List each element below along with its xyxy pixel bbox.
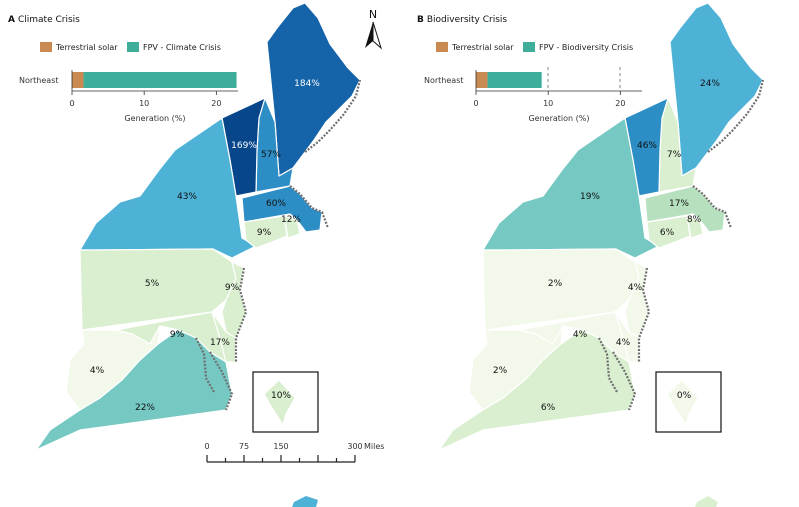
legend-b-solar-label: Terrestrial solar — [451, 43, 514, 52]
map-b: 24% 7% 46% 19% 17% 6% 8% 2% 4% 4% 4% 2% 6% — [438, 2, 765, 451]
coastline-4 — [598, 337, 618, 393]
bar-chart-a: Northeast 0 10 20 Generation (%) — [19, 70, 238, 123]
coastline-1 — [289, 185, 330, 229]
state-ri — [686, 215, 704, 239]
state-label-vt: 46% — [637, 141, 657, 151]
panel-b-title: B Biodiversity Crisis — [417, 15, 507, 25]
bar-a-fpv — [83, 72, 237, 88]
coastline-2 — [234, 267, 248, 362]
legend-a-fpv-swatch — [127, 42, 139, 52]
north-arrow-left — [365, 22, 373, 48]
state-label-me: 184% — [294, 79, 320, 89]
bar-a-region-label: Northeast — [19, 76, 59, 85]
inset-a-dc — [263, 379, 296, 426]
barA-tick-label-2: 20 — [211, 99, 221, 108]
state-va — [438, 329, 636, 451]
panel-a: A Climate Crisis Terrestrial solar FPV - … — [8, 2, 384, 507]
barA-tick-label-0: 0 — [69, 99, 74, 108]
state-label-de: 17% — [210, 338, 230, 348]
state-label-de: 4% — [616, 338, 631, 348]
north-arrow-letter: N — [369, 8, 377, 21]
legend-a-fpv-label: FPV - Climate Crisis — [143, 43, 221, 52]
state-label-nh: 7% — [667, 150, 682, 160]
state-label-ri: 12% — [281, 215, 301, 225]
coastline-3 — [209, 351, 234, 411]
state-va — [35, 329, 233, 451]
inset-b-value: 0% — [677, 391, 692, 401]
scale-tick-75: 75 — [239, 442, 249, 451]
state-ny — [79, 117, 257, 259]
state-label-ct: 9% — [257, 228, 272, 238]
state-ny — [482, 117, 660, 259]
barB-tick-label-2: 20 — [615, 99, 625, 108]
panel-b: B Biodiversity Crisis Terrestrial solar F… — [417, 2, 765, 507]
coastline-3 — [612, 351, 637, 411]
map-a-bottom-fragment — [292, 496, 318, 507]
state-label-ri: 8% — [687, 215, 702, 225]
state-label-ny: 43% — [177, 192, 197, 202]
bar-b-fpv — [487, 72, 542, 88]
state-label-ma: 60% — [266, 199, 286, 209]
state-label-md: 4% — [573, 330, 588, 340]
north-arrow-right — [372, 21, 382, 50]
state-ri — [283, 215, 301, 239]
bar-b-axis-label: Generation (%) — [528, 114, 589, 123]
state-label-va: 22% — [135, 403, 155, 413]
state-label-md: 9% — [170, 330, 185, 340]
coastline-4 — [195, 337, 215, 393]
north-arrow: N — [365, 8, 382, 50]
inset-a-value: 10% — [271, 391, 291, 401]
state-label-pa: 5% — [145, 279, 160, 289]
state-label-ma: 17% — [669, 199, 689, 209]
bar-b-region-label: Northeast — [424, 76, 464, 85]
state-label-wv: 4% — [90, 366, 105, 376]
barB-tick-label-0: 0 — [473, 99, 478, 108]
state-label-va: 6% — [541, 403, 556, 413]
legend-a-solar-label: Terrestrial solar — [55, 43, 118, 52]
panel-a-title: A Climate Crisis — [8, 15, 80, 25]
state-me — [669, 2, 764, 177]
barA-tick-label-1: 10 — [139, 99, 149, 108]
scale-tick-300: 300 — [347, 442, 362, 451]
scale-tick-0: 0 — [204, 442, 209, 451]
bar-b-terrestrial — [476, 72, 488, 88]
bar-a-terrestrial — [72, 72, 84, 88]
state-label-pa: 2% — [548, 279, 563, 289]
legend-a-solar-swatch — [40, 42, 52, 52]
coastline-2 — [637, 267, 651, 362]
state-label-vt: 169% — [231, 141, 257, 151]
bar-chart-b: Northeast 0 10 20 Generation (%) — [424, 67, 642, 123]
state-label-nj: 9% — [225, 283, 240, 293]
barB-tick-label-1: 10 — [543, 99, 553, 108]
state-label-nh: 57% — [261, 150, 281, 160]
legend-b-fpv-label: FPV - Biodiversity Crisis — [539, 43, 633, 52]
map-a: 184% 57% 169% 43% 60% 9% 12% 5% 9% 17% 9% 4% 22% — [35, 2, 362, 451]
bar-a-axis-label: Generation (%) — [124, 114, 185, 123]
map-b-bottom-fragment — [695, 496, 718, 507]
state-label-ny: 19% — [580, 192, 600, 202]
scale-tick-150: 150 — [273, 442, 288, 451]
coastline-1 — [692, 185, 733, 229]
state-label-me: 24% — [700, 79, 720, 89]
state-label-wv: 2% — [493, 366, 508, 376]
legend-b-solar-swatch — [436, 42, 448, 52]
scale-bar: 0 75 150 300 Miles — [204, 442, 384, 463]
legend-b-fpv-swatch — [523, 42, 535, 52]
state-label-nj: 4% — [628, 283, 643, 293]
inset-b-dc — [666, 379, 699, 426]
scale-unit: Miles — [364, 442, 384, 451]
state-label-ct: 6% — [660, 228, 675, 238]
